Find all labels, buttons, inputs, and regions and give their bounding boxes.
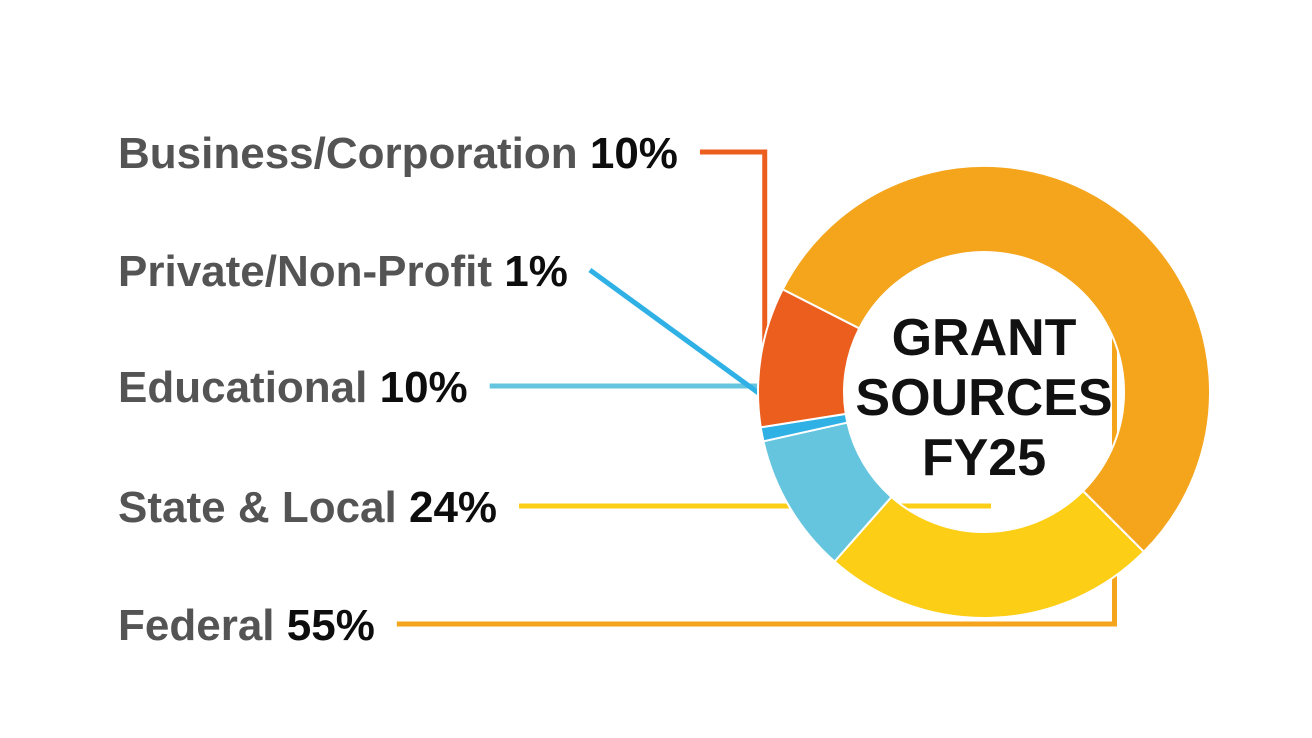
label-name-federal: Federal — [118, 601, 287, 650]
donut-slices — [757, 165, 1211, 619]
label-name-private-non-profit: Private/Non-Profit — [118, 247, 504, 296]
slice-federal — [781, 165, 1211, 554]
label-name-educational: Educational — [118, 363, 380, 412]
label-name-business-corporation: Business/Corporation — [118, 129, 590, 178]
label-private-non-profit: Private/Non-Profit 1% — [118, 247, 568, 296]
label-value-private-non-profit: 1% — [504, 247, 568, 296]
label-educational: Educational 10% — [118, 363, 468, 412]
label-state-local: State & Local 24% — [118, 483, 497, 532]
label-name-state-local: State & Local — [118, 483, 409, 532]
center-title-line-3: FY25 — [922, 429, 1046, 487]
label-value-federal: 55% — [287, 601, 375, 650]
leader-line-business-corporation — [699, 149, 768, 358]
center-title-line-2: SOURCES — [855, 369, 1112, 427]
label-value-business-corporation: 10% — [590, 129, 678, 178]
leader-line-federal — [396, 212, 1117, 627]
leader-lines — [396, 149, 1117, 627]
label-value-educational: 10% — [380, 363, 468, 412]
slice-business-corporation — [757, 288, 861, 429]
label-value-state-local: 24% — [409, 483, 497, 532]
label-business-corporation: Business/Corporation 10% — [118, 129, 678, 178]
slice-state-local — [833, 489, 1146, 619]
label-federal: Federal 55% — [118, 601, 375, 650]
center-title-line-1: GRANT — [892, 309, 1077, 367]
slice-labels: Federal 55% State & Local 24% Educational … — [118, 129, 678, 650]
